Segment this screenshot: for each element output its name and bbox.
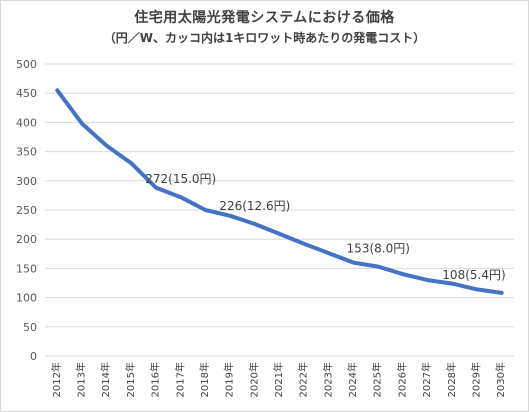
y-axis-tick-labels: 0 50 100 150 200 250 300 350 400 450 500 — [16, 58, 37, 363]
y-tick-label: 0 — [30, 350, 37, 363]
chart-subtitle: （円／W、カッコ内は1キロワット時あたりの発電コスト） — [103, 31, 426, 45]
data-label: 272(15.0円) — [145, 172, 216, 186]
y-tick-label: 150 — [16, 262, 37, 275]
y-tick-label: 250 — [16, 204, 37, 217]
y-tick-label: 450 — [16, 87, 37, 100]
y-tick-label: 350 — [16, 146, 37, 159]
y-tick-label: 200 — [16, 233, 37, 246]
x-tick-label: 2030年 — [494, 362, 507, 397]
x-tick-label: 2029年 — [469, 362, 482, 397]
x-tick-label: 2016年 — [149, 362, 162, 397]
gridlines — [45, 63, 514, 357]
x-tick-label: 2020年 — [247, 362, 260, 397]
y-tick-label: 500 — [16, 58, 37, 71]
x-axis-tick-labels: 2012年 2013年 2014年 2015年 2016年 2017年 2018年 2019年… — [50, 362, 507, 397]
x-tick-label: 2019年 — [223, 362, 236, 397]
x-tick-label: 2024年 — [346, 362, 359, 397]
y-tick-label: 50 — [23, 321, 37, 334]
chart-title: 住宅用太陽光発電システムにおける価格 — [134, 10, 395, 26]
x-tick-label: 2021年 — [272, 362, 285, 397]
x-tick-label: 2015年 — [124, 362, 137, 397]
x-tick-label: 2014年 — [99, 362, 112, 397]
y-tick-label: 400 — [16, 116, 37, 129]
y-tick-label: 300 — [16, 175, 37, 188]
x-tick-label: 2028年 — [445, 362, 458, 397]
x-tick-label: 2026年 — [395, 362, 408, 397]
data-label: 226(12.6円) — [219, 199, 290, 213]
x-tick-label: 2023年 — [321, 362, 334, 397]
series-line — [55, 88, 504, 295]
data-label: 108(5.4円) — [442, 268, 505, 282]
x-tick-label: 2013年 — [75, 362, 88, 397]
series-line-group — [55, 88, 504, 295]
x-tick-label: 2012年 — [50, 362, 63, 397]
x-tick-label: 2018年 — [198, 362, 211, 397]
x-tick-label: 2025年 — [371, 362, 384, 397]
data-label: 153(8.0円) — [347, 242, 410, 256]
x-tick-label: 2027年 — [420, 362, 433, 397]
x-tick-label: 2017年 — [173, 362, 186, 397]
x-tick-label: 2022年 — [297, 362, 310, 397]
y-tick-label: 100 — [16, 292, 37, 305]
data-label-group: 272(15.0円)226(12.6円) 153(8.0円) 108(5.4円) — [145, 172, 505, 282]
